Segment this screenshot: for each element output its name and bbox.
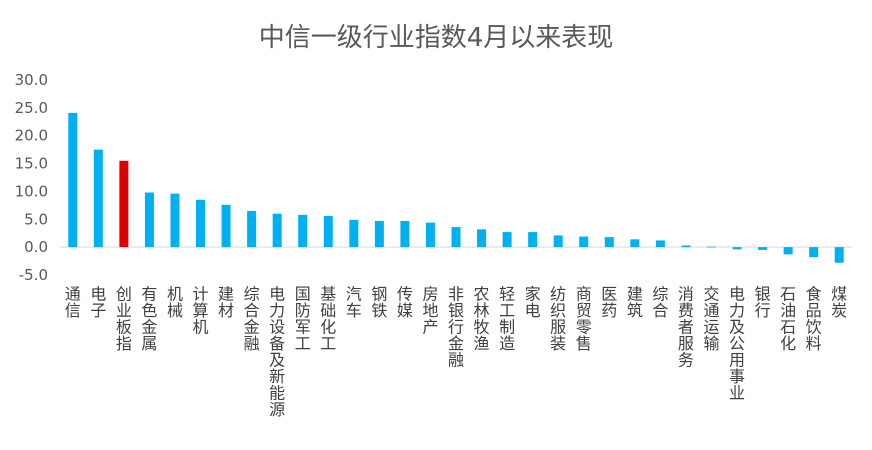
bar (374, 220, 384, 248)
x-tick-label: 综合 (652, 285, 668, 321)
x-tick-label: 有色金属 (141, 285, 157, 354)
y-tick-label: -5.0 (19, 266, 48, 284)
bar (349, 219, 359, 248)
bars (68, 112, 844, 263)
x-tick-label: 房地产 (422, 285, 438, 337)
bar (477, 229, 487, 248)
x-tick-label: 建材 (218, 285, 234, 321)
bar (706, 246, 716, 248)
x-tick-label: 综合金融 (244, 285, 260, 354)
bar (119, 160, 129, 248)
x-tick-label: 钢铁 (371, 285, 387, 321)
bar (247, 210, 257, 248)
y-axis-ticks: 30.0 25.0 20.0 15.0 10.0 5.0 0.0 -5.0 (15, 71, 48, 284)
bar (579, 236, 589, 248)
x-tick-label: 食品饮料 (806, 285, 822, 354)
bar (502, 232, 512, 248)
bar (68, 112, 78, 248)
y-tick-label: 10.0 (15, 182, 48, 200)
chart-title: 中信一级行业指数4月以来表现 (259, 23, 614, 53)
bar (630, 239, 640, 248)
x-tick-label: 电子 (90, 285, 106, 321)
bar (783, 247, 793, 255)
x-tick-label: 医药 (601, 285, 617, 321)
bar (272, 213, 282, 248)
x-tick-label: 电力设备及新能源 (269, 285, 285, 420)
bar (400, 220, 410, 248)
x-tick-label: 商贸零售 (576, 285, 592, 354)
bar (604, 237, 614, 248)
x-tick-label: 汽车 (346, 285, 362, 321)
bar (834, 247, 844, 263)
bar (553, 235, 563, 248)
x-tick-label: 轻工制造 (499, 285, 515, 354)
bar (681, 245, 691, 248)
x-tick-label: 计算机 (193, 285, 209, 337)
bar (93, 149, 103, 248)
x-tick-label: 农林牧渔 (474, 285, 490, 354)
x-tick-label: 基础化工 (320, 285, 336, 354)
bar (144, 192, 154, 248)
x-tick-label: 家电 (525, 285, 541, 321)
x-tick-label: 创业板指 (116, 285, 132, 354)
x-tick-label: 通信 (65, 285, 81, 321)
bar (732, 247, 742, 250)
x-tick-label: 消费者服务 (678, 285, 694, 370)
x-tick-label: 纺织服装 (550, 285, 566, 354)
bar (323, 215, 333, 248)
bar (170, 193, 180, 248)
y-tick-label: 5.0 (24, 210, 48, 228)
x-tick-label: 交通运输 (703, 285, 719, 354)
bar (451, 227, 461, 248)
x-tick-label: 电力及公用事业 (729, 285, 745, 403)
x-tick-label: 银行 (755, 285, 771, 321)
x-tick-label: 煤炭 (831, 285, 847, 321)
x-tick-label: 石油石化 (780, 285, 796, 354)
bar (298, 214, 308, 248)
x-axis-labels: 通信电子创业板指有色金属机械计算机建材综合金融电力设备及新能源国防军工基础化工汽… (65, 285, 847, 420)
y-tick-label: 30.0 (15, 71, 48, 89)
x-tick-label: 传媒 (397, 285, 413, 321)
y-tick-label: 15.0 (15, 155, 48, 173)
bar (425, 222, 435, 248)
y-tick-label: 20.0 (15, 127, 48, 145)
x-tick-label: 机械 (167, 285, 183, 321)
bar (196, 199, 206, 248)
x-tick-label: 建筑 (627, 285, 643, 321)
x-tick-label: 非银行金融 (448, 285, 464, 370)
bar (655, 240, 665, 248)
bar (758, 247, 768, 250)
bar (221, 204, 231, 248)
y-tick-label: 0.0 (24, 238, 48, 256)
x-tick-label: 国防军工 (295, 285, 311, 354)
bar (809, 247, 819, 258)
y-tick-label: 25.0 (15, 99, 48, 117)
bar (528, 232, 538, 248)
